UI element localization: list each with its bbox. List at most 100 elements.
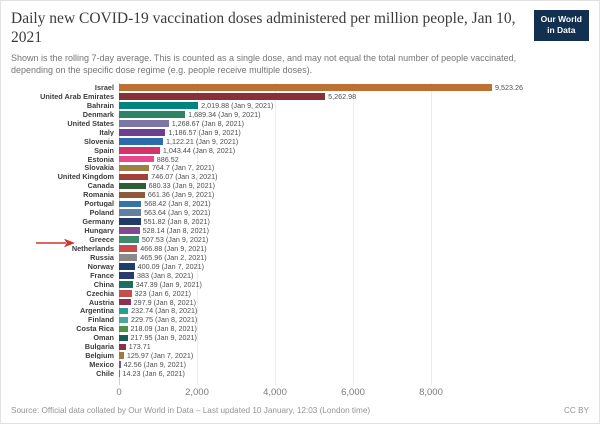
bar[interactable] <box>119 146 160 154</box>
owid-logo-line2: in Data <box>547 25 576 36</box>
bar[interactable] <box>119 218 141 226</box>
bar[interactable] <box>119 361 121 369</box>
bar[interactable] <box>119 307 129 315</box>
bar[interactable] <box>119 209 142 217</box>
bar[interactable] <box>119 254 138 261</box>
country-label: United Arab Emirates <box>40 92 114 101</box>
bar[interactable] <box>119 129 166 136</box>
bar[interactable] <box>119 93 326 100</box>
bar-row: Chile 14.23 (Jan 6, 2021) <box>11 369 589 378</box>
bar[interactable] <box>119 316 128 324</box>
bar[interactable] <box>119 155 154 163</box>
country-label: United Kingdom <box>57 173 114 181</box>
bar[interactable] <box>119 227 140 234</box>
bar-track: 1,122.21 (Jan 9, 2021) <box>119 137 589 146</box>
country-label: Mexico <box>89 361 114 369</box>
bar-chart: Israel 9,523.26 United Arab Emirates 5,262.… <box>11 83 589 401</box>
value-label: 125.97 (Jan 7, 2021) <box>126 351 194 361</box>
bar-row: Slovakia 764.7 (Jan 7, 2021) <box>11 164 589 173</box>
bar-track: 42.56 (Jan 9, 2021) <box>119 360 589 369</box>
country-label: Costa Rica <box>76 325 114 333</box>
license-badge[interactable]: CC BY <box>563 406 589 415</box>
country-label: Austria <box>88 298 114 306</box>
bar[interactable] <box>119 289 132 297</box>
value-label: 465.96 (Jan 2, 2021) <box>140 252 207 262</box>
x-tick-label: 2,000 <box>185 387 209 398</box>
bar-track: 1,689.34 (Jan 9, 2021) <box>119 110 589 119</box>
owid-logo[interactable]: Our World in Data <box>533 10 589 41</box>
bar-row: Norway 400.09 (Jan 7, 2021) <box>11 262 589 271</box>
value-label: 173.71 <box>128 342 151 352</box>
country-label: Israel <box>94 84 114 92</box>
bar[interactable] <box>119 102 199 109</box>
bar[interactable] <box>119 334 128 342</box>
value-label: 551.82 (Jan 8, 2021) <box>143 217 210 227</box>
bar[interactable] <box>119 164 149 172</box>
bar[interactable] <box>119 120 169 127</box>
bar[interactable] <box>119 84 492 91</box>
plot-area: Israel 9,523.26 United Arab Emirates 5,262.… <box>11 83 589 385</box>
bar-track: 680.33 (Jan 9, 2021) <box>119 182 589 191</box>
bar-row: United Arab Emirates 5,262.98 <box>11 92 589 101</box>
bar-row: Bahrain 2,019.88 (Jan 9, 2021) <box>11 101 589 110</box>
bar[interactable] <box>119 245 138 252</box>
country-label: Norway <box>87 262 114 271</box>
bar-track: 1,186.57 (Jan 9, 2021) <box>119 128 589 137</box>
value-label: 347.39 (Jan 9, 2021) <box>135 279 202 289</box>
bar[interactable] <box>119 370 120 377</box>
bar-row: Slovenia 1,122.21 (Jan 9, 2021) <box>11 137 589 146</box>
bar[interactable] <box>119 111 186 118</box>
bar[interactable] <box>119 263 135 270</box>
bar-row: Costa Rica 218.09 (Jan 8, 2021) <box>11 325 589 334</box>
gridlines <box>119 83 587 385</box>
bar-row: Bulgaria 173.71 <box>11 342 589 351</box>
bar[interactable] <box>119 173 149 181</box>
bar-row: United Kingdom 746.07 (Jan 3, 2021) <box>11 173 589 182</box>
bar[interactable] <box>119 298 131 306</box>
bar[interactable] <box>119 236 139 243</box>
bar-row: Finland 229.75 (Jan 8, 2021) <box>11 316 589 325</box>
value-label: 2,019.88 (Jan 9, 2021) <box>201 100 274 110</box>
value-label: 886.52 <box>156 154 179 164</box>
value-label: 400.09 (Jan 7, 2021) <box>137 261 204 271</box>
value-label: 14.23 (Jan 6, 2021) <box>122 369 185 379</box>
bar[interactable] <box>119 352 124 360</box>
bar-track: 563.64 (Jan 9, 2021) <box>119 208 589 217</box>
bar-row: Czechia 323 (Jan 6, 2021) <box>11 289 589 298</box>
bar-row: Denmark 1,689.34 (Jan 9, 2021) <box>11 110 589 119</box>
bar[interactable] <box>119 182 146 190</box>
bar-row: Italy 1,186.57 (Jan 9, 2021) <box>11 128 589 137</box>
value-label: 42.56 (Jan 9, 2021) <box>123 360 186 370</box>
value-label: 383 (Jan 8, 2021) <box>137 270 194 280</box>
bar-row: Canada 680.33 (Jan 9, 2021) <box>11 182 589 191</box>
value-label: 218.09 (Jan 8, 2021) <box>130 324 197 334</box>
country-label: Oman <box>93 334 114 342</box>
value-label: 5,262.98 <box>328 91 357 101</box>
bar[interactable] <box>119 191 145 199</box>
value-label: 232.74 (Jan 8, 2021) <box>131 306 198 316</box>
bar-track: 507.53 (Jan 9, 2021) <box>119 235 589 244</box>
bar-track: 173.71 <box>119 342 589 351</box>
bar-row: Argentina 232.74 (Jan 8, 2021) <box>11 307 589 316</box>
bar[interactable] <box>119 343 126 351</box>
country-label: Germany <box>82 218 114 226</box>
value-label: 680.33 (Jan 9, 2021) <box>148 181 215 191</box>
bar-track: 14.23 (Jan 6, 2021) <box>119 369 589 378</box>
gridline <box>274 83 276 385</box>
country-label: Italy <box>99 128 114 136</box>
country-label: Belgium <box>85 352 114 360</box>
country-label: United States <box>67 119 114 128</box>
bar[interactable] <box>119 280 133 288</box>
bar-row: Belgium 125.97 (Jan 7, 2021) <box>11 351 589 360</box>
x-tick-label: 0 <box>116 387 122 398</box>
bar-row: Spain 1,043.44 (Jan 8, 2021) <box>11 146 589 155</box>
value-label: 466.88 (Jan 9, 2021) <box>140 243 207 253</box>
bar-track: 1,043.44 (Jan 8, 2021) <box>119 146 589 155</box>
bar-track: 746.07 (Jan 3, 2021) <box>119 173 589 182</box>
bar[interactable] <box>119 325 128 333</box>
bar-track: 5,262.98 <box>119 92 589 101</box>
bar[interactable] <box>119 272 134 279</box>
bar[interactable] <box>119 200 142 208</box>
bar[interactable] <box>119 137 163 145</box>
